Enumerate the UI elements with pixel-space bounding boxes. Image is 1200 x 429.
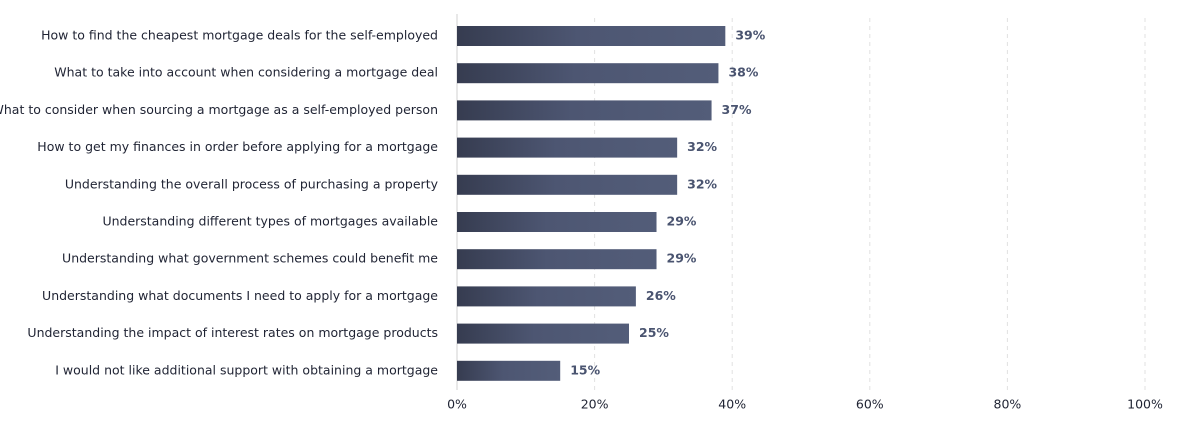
y-tick-label: How to find the cheapest mortgage deals … (41, 28, 438, 43)
value-label: 37% (722, 102, 752, 117)
value-label: 15% (570, 362, 600, 377)
value-label: 29% (667, 251, 697, 266)
x-tick-label: 40% (718, 397, 746, 412)
y-tick-label: Understanding what documents I need to a… (42, 288, 438, 303)
y-tick-label: What to consider when sourcing a mortgag… (0, 102, 438, 117)
bar (457, 137, 678, 158)
y-tick-label: Understanding the impact of interest rat… (27, 325, 438, 340)
x-tick-label: 80% (994, 397, 1022, 412)
value-label: 25% (639, 325, 669, 340)
x-tick-label: 20% (581, 397, 609, 412)
y-tick-label: Understanding different types of mortgag… (102, 214, 438, 229)
bar (457, 249, 657, 270)
value-label: 39% (735, 28, 765, 43)
bar (457, 323, 629, 344)
value-label: 38% (728, 65, 758, 80)
value-label: 32% (687, 176, 717, 191)
bar (457, 174, 678, 195)
y-tick-label: Understanding what government schemes co… (62, 251, 438, 266)
bar (457, 360, 561, 381)
bar (457, 100, 712, 121)
bar (457, 286, 636, 307)
x-tick-label: 60% (856, 397, 884, 412)
y-tick-label: Understanding the overall process of pur… (65, 176, 439, 191)
x-tick-label: 100% (1127, 397, 1163, 412)
value-label: 26% (646, 288, 676, 303)
bar (457, 26, 726, 46)
y-tick-label: How to get my finances in order before a… (37, 139, 438, 154)
bar (457, 63, 719, 84)
x-tick-label: 0% (447, 397, 467, 412)
bar (457, 212, 657, 232)
y-tick-label: What to take into account when consideri… (54, 65, 438, 80)
y-tick-label: I would not like additional support with… (55, 362, 438, 377)
value-label: 29% (667, 214, 697, 229)
value-label: 32% (687, 139, 717, 154)
